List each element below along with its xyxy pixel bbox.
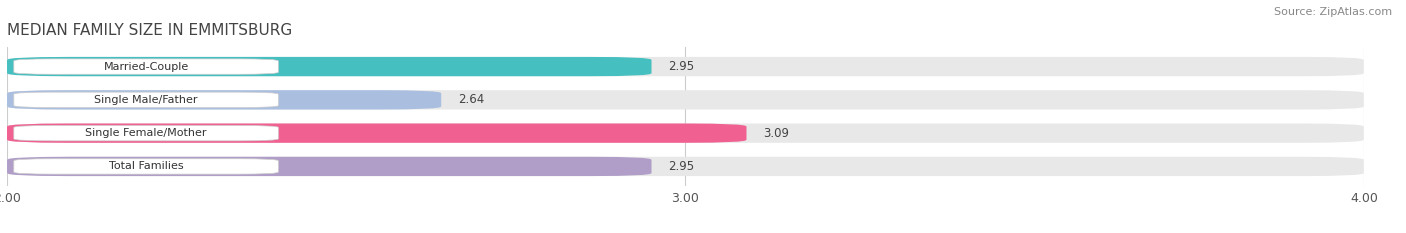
- FancyBboxPatch shape: [14, 159, 278, 174]
- Text: Single Male/Father: Single Male/Father: [94, 95, 198, 105]
- FancyBboxPatch shape: [7, 57, 1364, 76]
- Text: 2.95: 2.95: [668, 160, 695, 173]
- Text: Married-Couple: Married-Couple: [104, 62, 188, 72]
- Text: Single Female/Mother: Single Female/Mother: [86, 128, 207, 138]
- FancyBboxPatch shape: [14, 92, 278, 108]
- FancyBboxPatch shape: [7, 123, 1364, 143]
- FancyBboxPatch shape: [7, 123, 747, 143]
- Text: 3.09: 3.09: [763, 127, 789, 140]
- Text: 2.95: 2.95: [668, 60, 695, 73]
- Text: 2.64: 2.64: [458, 93, 485, 106]
- FancyBboxPatch shape: [7, 90, 441, 110]
- FancyBboxPatch shape: [14, 59, 278, 74]
- FancyBboxPatch shape: [14, 125, 278, 141]
- Text: Source: ZipAtlas.com: Source: ZipAtlas.com: [1274, 7, 1392, 17]
- Text: Total Families: Total Families: [108, 161, 183, 171]
- FancyBboxPatch shape: [7, 90, 1364, 110]
- FancyBboxPatch shape: [7, 157, 1364, 176]
- Text: MEDIAN FAMILY SIZE IN EMMITSBURG: MEDIAN FAMILY SIZE IN EMMITSBURG: [7, 24, 292, 38]
- FancyBboxPatch shape: [7, 57, 651, 76]
- FancyBboxPatch shape: [7, 157, 651, 176]
